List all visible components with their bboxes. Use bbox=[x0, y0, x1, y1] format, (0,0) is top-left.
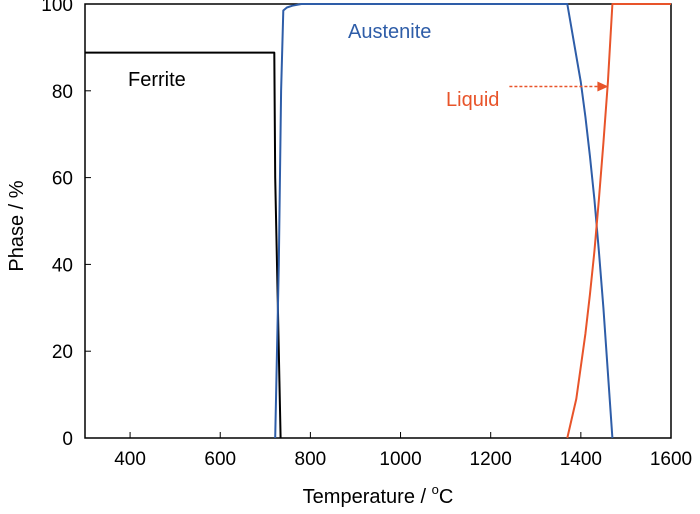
liquid-arrow-icon bbox=[509, 81, 609, 92]
x-tick-label: 1400 bbox=[560, 449, 602, 470]
series-line-liquid bbox=[566, 3, 671, 439]
x-axis-title-text: Temperature / bbox=[303, 486, 432, 508]
y-tick-label: 40 bbox=[52, 255, 73, 276]
series-line-austenite bbox=[274, 3, 614, 439]
axis-ticks: 400 600 800 1000 1200 1400 1600 0 20 40 60 80 100 bbox=[41, 0, 692, 470]
ferrite-label: Ferrite bbox=[128, 69, 186, 91]
x-tick-label: 1200 bbox=[470, 449, 512, 470]
x-axis-unit-sup: o bbox=[432, 482, 439, 497]
x-tick-label: 600 bbox=[204, 449, 236, 470]
x-axis-title: Temperature / oC bbox=[303, 482, 454, 508]
y-tick-label: 80 bbox=[52, 82, 73, 103]
series-lines bbox=[85, 3, 671, 439]
liquid-label: Liquid bbox=[446, 89, 499, 111]
y-tick-label: 60 bbox=[52, 169, 73, 190]
x-tick-label: 800 bbox=[295, 449, 327, 470]
x-axis-unit: C bbox=[439, 486, 453, 508]
x-tick-label: 1000 bbox=[379, 449, 421, 470]
y-axis-title: Phase / % bbox=[6, 180, 28, 271]
y-tick-label: 0 bbox=[62, 429, 73, 450]
x-tick-label: 1600 bbox=[650, 449, 692, 470]
plot-area bbox=[84, 3, 672, 439]
austenite-label: Austenite bbox=[348, 21, 431, 43]
y-tick-label: 20 bbox=[52, 342, 73, 363]
x-tick-label: 400 bbox=[114, 449, 146, 470]
y-tick-label: 100 bbox=[41, 0, 73, 16]
